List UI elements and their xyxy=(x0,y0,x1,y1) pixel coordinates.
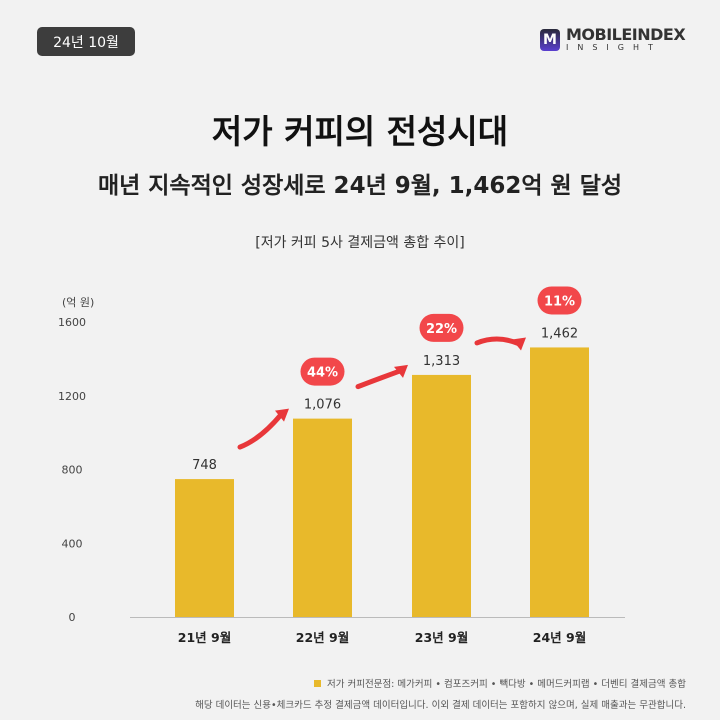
logo-text: MOBILEINDEX xyxy=(566,25,686,44)
bar-value-label: 1,462 xyxy=(541,326,578,341)
x-tick-label: 22년 9월 xyxy=(296,630,349,645)
chart-title: [저가 커피 5사 결제금액 총합 추이] xyxy=(255,235,465,251)
growth-label: 11% xyxy=(544,294,575,309)
y-tick-label: 400 xyxy=(62,537,83,550)
x-tick-label: 21년 9월 xyxy=(178,630,231,645)
growth-label: 44% xyxy=(307,366,338,381)
x-tick-label: 23년 9월 xyxy=(415,630,468,645)
page-title: 저가 커피의 전성시대 xyxy=(211,112,509,151)
arrow-head-icon xyxy=(512,337,526,351)
y-tick-label: 1200 xyxy=(58,390,86,403)
growth-pill xyxy=(537,286,582,315)
page-subtitle: 매년 지속적인 성장세로 24년 9월, 1,462억 원 달성 xyxy=(97,173,623,199)
y-tick-label: 800 xyxy=(62,464,83,477)
growth-arrow-icon xyxy=(237,412,284,450)
growth-label: 22% xyxy=(426,322,457,337)
growth-pill xyxy=(419,313,464,342)
y-axis-unit: (억 원) xyxy=(62,296,95,309)
y-tick-label: 1600 xyxy=(58,316,86,329)
y-tick-label: 0 xyxy=(69,611,76,624)
logo-mark-icon: M xyxy=(540,29,560,51)
legend: 저가 커피전문점: 메가커피 • 컴포즈커피 • 빽다방 • 메머드커피랩 • … xyxy=(313,676,686,690)
logo-subtext: INSIGHT xyxy=(566,43,662,52)
legend-text: 저가 커피전문점: 메가커피 • 컴포즈커피 • 빽다방 • 메머드커피랩 • … xyxy=(326,679,686,690)
arrow-head-icon xyxy=(394,364,408,378)
bar xyxy=(175,479,234,617)
bar xyxy=(412,374,471,617)
growth-arrow-icon xyxy=(474,336,521,346)
date-badge: 24년 10월 xyxy=(37,27,135,56)
footnote: 해당 데이터는 신용•체크카드 추정 결제금액 데이터입니다. 이외 결제 데이… xyxy=(195,700,686,711)
logo: M MOBILEINDEX INSIGHT xyxy=(540,25,686,53)
bar-value-label: 748 xyxy=(192,458,217,473)
bar-value-label: 1,313 xyxy=(423,354,460,369)
arrow-head-icon xyxy=(275,408,289,422)
growth-pill xyxy=(300,357,345,386)
legend-swatch xyxy=(313,680,321,687)
bar-value-label: 1,076 xyxy=(304,398,341,413)
growth-arrow-icon xyxy=(355,368,403,390)
bar xyxy=(293,418,352,617)
bar xyxy=(530,347,589,617)
x-tick-label: 24년 9월 xyxy=(533,630,586,645)
